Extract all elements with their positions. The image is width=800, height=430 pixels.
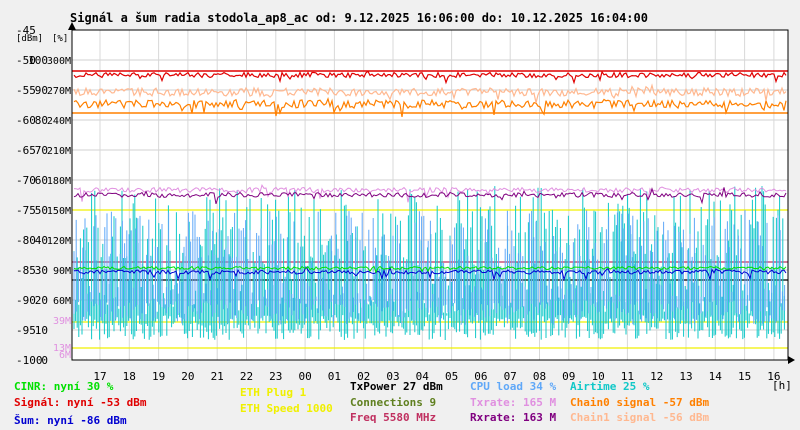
x-tick-label: 10 (591, 370, 604, 383)
dbm-tick-label: -100 (16, 354, 43, 367)
pct-tick-label: 10 (35, 324, 48, 337)
y-axis-labels: -45-50-55-60-65-70-75-80-85-90-95-100100… (16, 24, 71, 367)
pct-tick-label: 90 (35, 84, 48, 97)
dbm-tick-label: -75 (16, 204, 36, 217)
dbm-tick-label: -80 (16, 234, 36, 247)
pct-axis-unit: [%] (52, 34, 68, 44)
legend-rxrate: Rxrate: 163 M (470, 411, 557, 424)
dbm-tick-label: -55 (16, 84, 36, 97)
x-axis-unit: [h] (772, 379, 792, 392)
y-axis-arrow (68, 22, 76, 30)
x-tick-label: 07 (504, 370, 517, 383)
cinr-series (73, 265, 787, 274)
x-tick-label: 17 (93, 370, 106, 383)
x-tick-label: 12 (650, 370, 663, 383)
chain1-series (73, 83, 787, 103)
rate-tick-label: 39M (53, 316, 71, 327)
x-tick-label: 22 (240, 370, 253, 383)
legend-cinr: CINR: nyní 30 % (14, 380, 114, 393)
x-tick-label: 18 (123, 370, 136, 383)
legend-chain0: Chain0 signal -57 dBm (570, 396, 710, 409)
x-tick-label: 02 (357, 370, 370, 383)
x-tick-label: 13 (679, 370, 692, 383)
rate-tick-label: 60M (53, 296, 71, 307)
pct-tick-label: 40 (35, 234, 48, 247)
chain0-series (73, 97, 787, 117)
x-tick-label: 19 (152, 370, 165, 383)
dbm-tick-label: -45 (16, 24, 36, 37)
graph-title: Signál a šum radia stodola_ap8_ac od: 9.… (70, 11, 648, 26)
legend-txrate: Txrate: 165 M (470, 396, 557, 409)
legend-eth-plug: ETH Plug 1 (240, 386, 307, 399)
pct-tick-label: 50 (35, 204, 48, 217)
pct-tick-label: 80 (35, 114, 48, 127)
legend-chain1: Chain1 signal -56 dBm (570, 411, 710, 424)
x-axis-labels: 17 18 19 20 21 22 23 00 01 02 03 04 05 06 07 08 09 10 11 12… (93, 370, 780, 383)
dbm-tick-label: -70 (16, 174, 36, 187)
dbm-tick-label: -95 (16, 324, 36, 337)
pct-tick-label: 100 (28, 54, 48, 67)
x-tick-label: 09 (562, 370, 575, 383)
x-tick-label: 08 (533, 370, 546, 383)
pct-tick-label: 30 (35, 264, 48, 277)
rxrate-series (73, 187, 787, 205)
pct-tick-label: 70 (35, 144, 48, 157)
noise-series (74, 266, 787, 282)
x-tick-label: 04 (416, 370, 430, 383)
dbm-tick-label: -60 (16, 114, 36, 127)
series-layer (72, 70, 788, 340)
rate-tick-label: 6M (59, 350, 71, 361)
dbm-tick-label: -50 (16, 54, 36, 67)
signal-series (73, 70, 787, 85)
rate-tick-label: 240M (47, 116, 71, 127)
pct-tick-label: 0 (41, 354, 48, 367)
x-tick-label: 14 (709, 370, 723, 383)
legend-cpu-load: CPU load 34 % (470, 380, 557, 393)
x-tick-label: 16 (767, 370, 780, 383)
plot-border (71, 29, 789, 361)
dbm-tick-label: -90 (16, 294, 36, 307)
legend-airtime: Airtime 25 % (570, 380, 650, 393)
rate-tick-label: 120M (47, 236, 71, 247)
rate-tick-label: 180M (47, 176, 71, 187)
txrate-series (73, 184, 787, 203)
x-tick-label: 23 (269, 370, 282, 383)
x-tick-label: 15 (738, 370, 751, 383)
legend-txpower: TxPower 27 dBm (350, 380, 443, 393)
legend-freq: Freq 5580 MHz (350, 411, 437, 424)
legend-signal: Signál: nyní -53 dBm (14, 396, 147, 409)
rate-tick-label: 210M (47, 146, 71, 157)
legend-noise: Šum: nyní -86 dBm (14, 414, 127, 427)
legend-eth-speed: ETH Speed 1000 (240, 402, 333, 415)
rate-tick-label: 150M (47, 206, 71, 217)
x-tick-label: 21 (211, 370, 224, 383)
rate-tick-label: 270M (47, 86, 71, 97)
legend-connections: Connections 9 (350, 396, 437, 409)
x-tick-label: 20 (181, 370, 194, 383)
x-tick-label: 05 (445, 370, 458, 383)
pct-tick-label: 20 (35, 294, 48, 307)
dbm-tick-label: -65 (16, 144, 36, 157)
dbm-tick-label: -85 (16, 264, 36, 277)
rate-tick-label: 90M (53, 266, 71, 277)
x-tick-label: 06 (474, 370, 487, 383)
x-tick-label: 01 (328, 370, 341, 383)
x-tick-label: 11 (621, 370, 634, 383)
x-tick-label: 03 (386, 370, 399, 383)
x-tick-label: 00 (298, 370, 311, 383)
dbm-axis-unit: [dBm] (16, 34, 43, 44)
pct-tick-label: 60 (35, 174, 48, 187)
cpu-load-series (73, 210, 786, 325)
x-axis-arrow (788, 356, 795, 364)
rate-tick-label: 13M (53, 343, 71, 354)
rate-tick-label: 300M (47, 56, 71, 67)
